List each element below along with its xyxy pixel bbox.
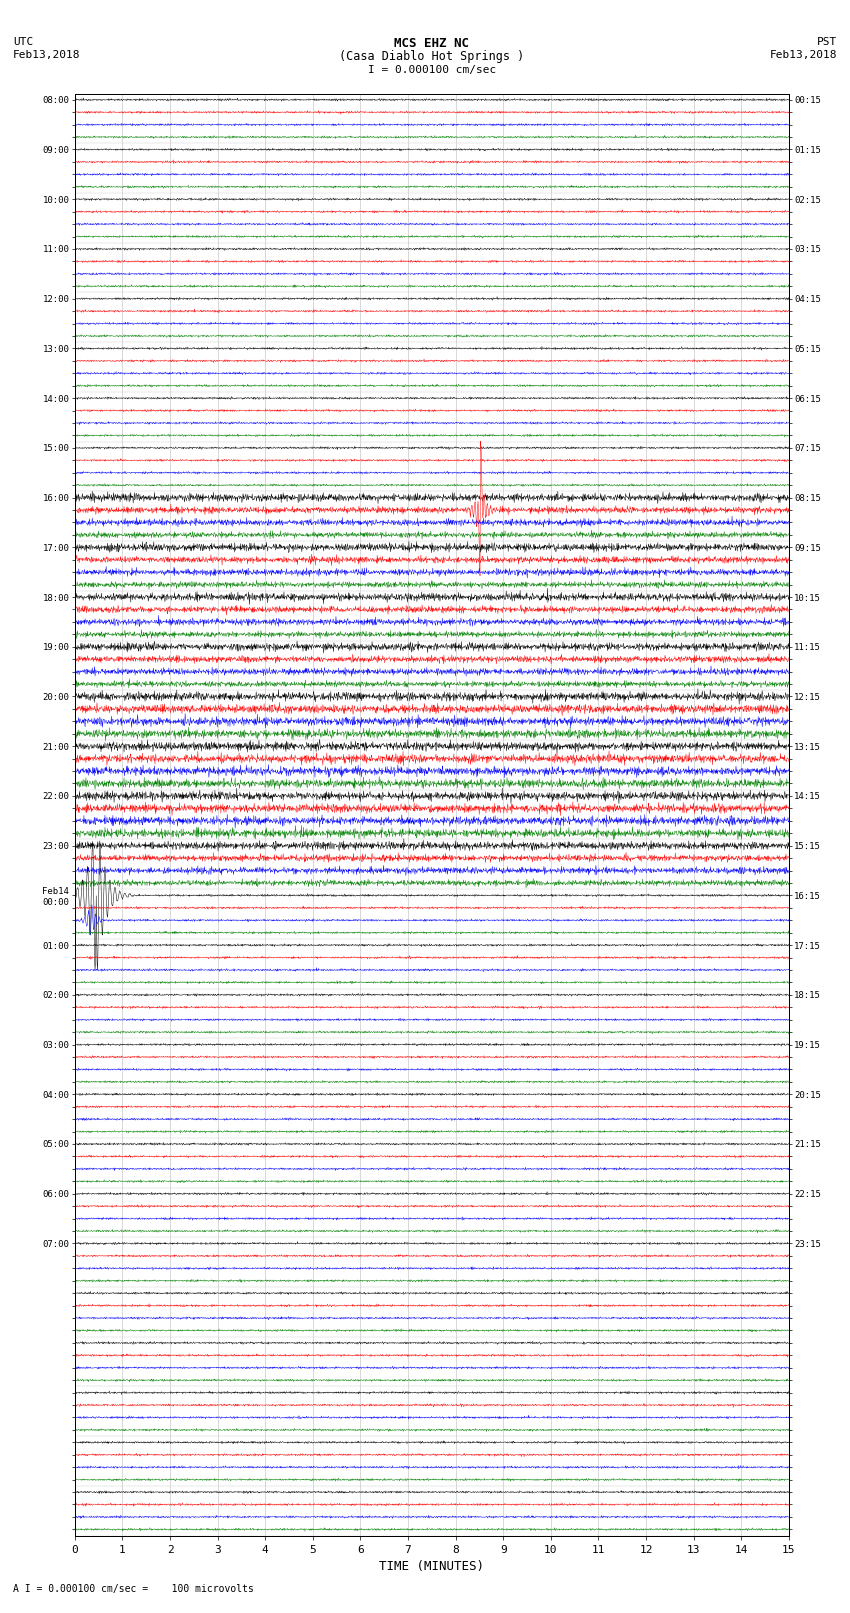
Text: PST: PST [817,37,837,47]
Text: I = 0.000100 cm/sec: I = 0.000100 cm/sec [368,65,496,74]
Text: MCS EHZ NC: MCS EHZ NC [394,37,469,50]
X-axis label: TIME (MINUTES): TIME (MINUTES) [379,1560,484,1573]
Text: (Casa Diablo Hot Springs ): (Casa Diablo Hot Springs ) [339,50,524,63]
Text: Feb13,2018: Feb13,2018 [770,50,837,60]
Text: Feb13,2018: Feb13,2018 [13,50,80,60]
Text: UTC: UTC [13,37,33,47]
Text: A I = 0.000100 cm/sec =    100 microvolts: A I = 0.000100 cm/sec = 100 microvolts [13,1584,253,1594]
